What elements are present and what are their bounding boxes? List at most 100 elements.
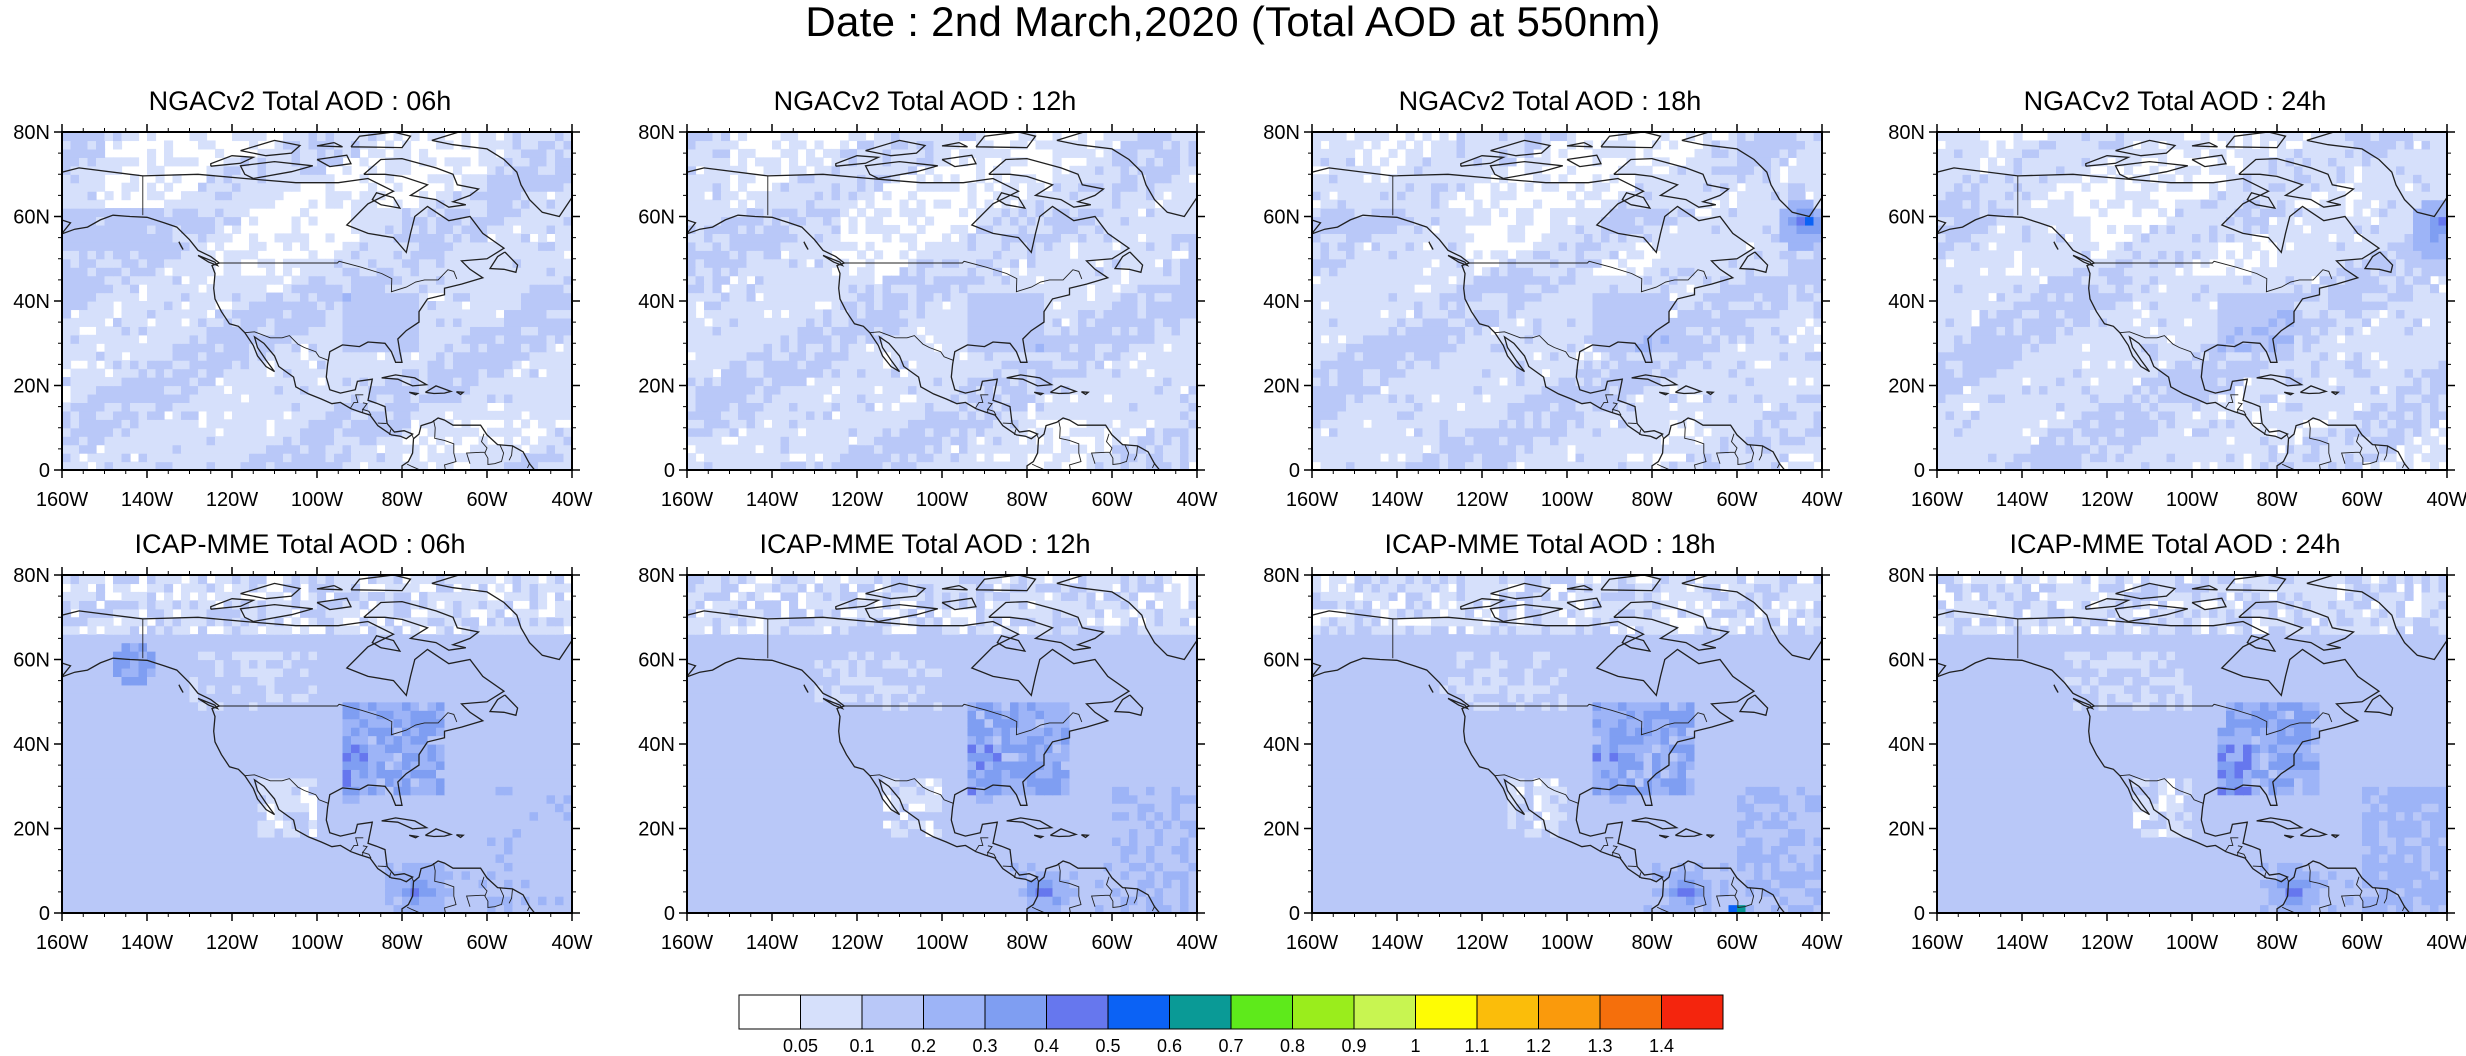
lat-tick-label: 40N: [1263, 734, 1300, 756]
aod-field: [62, 575, 572, 913]
aod-field: [687, 575, 1197, 913]
lon-tick-label: 120W: [2081, 489, 2133, 511]
coastlines: [1937, 132, 2447, 470]
colorbar-label: 1.2: [1526, 1036, 1551, 1054]
colorbar-label: 0.1: [849, 1036, 874, 1054]
colorbar-swatch: [1107, 994, 1170, 1030]
colorbar-swatch: [1230, 994, 1293, 1030]
lat-tick-label: 0: [664, 903, 675, 925]
aod-map: 80N 60N 40N 20N 0 160W 140W 120W 100W 80W 60W 40W: [638, 122, 1217, 511]
lon-tick-label: 120W: [831, 932, 883, 954]
panel-title: NGACv2 Total AOD : 18h: [1398, 86, 1702, 116]
lon-tick-label: 80W: [2256, 932, 2297, 954]
lon-tick-label: 120W: [1456, 932, 1508, 954]
lat-tick-label: 80N: [1263, 122, 1300, 144]
lon-tick-label: 80W: [381, 489, 422, 511]
colorbar-swatch: [800, 994, 863, 1030]
figure-title: Date : 2nd March,2020 (Total AOD at 550n…: [805, 0, 1661, 45]
colorbar-label: 1.3: [1587, 1036, 1612, 1054]
lat-tick-label: 20N: [638, 376, 675, 398]
aod-field: [1312, 132, 1822, 470]
lon-tick-label: 40W: [1176, 932, 1217, 954]
lat-tick-label: 60N: [638, 650, 675, 672]
lon-tick-label: 120W: [2081, 932, 2133, 954]
colorbar-swatch: [1169, 994, 1232, 1030]
lon-tick-label: 60W: [466, 489, 507, 511]
colorbar-swatch: [861, 994, 924, 1030]
lon-tick-label: 80W: [1631, 932, 1672, 954]
aod-map: 80N 60N 40N 20N 0 160W 140W 120W 100W 80W 60W 40W: [1888, 565, 2466, 954]
panel-title: ICAP-MME Total AOD : 06h: [134, 529, 466, 559]
aod-map: 80N 60N 40N 20N 0 160W 140W 120W 100W 80W 60W 40W: [638, 565, 1217, 954]
coastlines: [687, 132, 1197, 470]
lat-tick-label: 40N: [13, 734, 50, 756]
coastlines: [1937, 575, 2447, 913]
lon-tick-label: 60W: [1716, 489, 1757, 511]
lat-tick-label: 20N: [1888, 376, 1925, 398]
coastlines: [1312, 132, 1822, 470]
aod-field: [1937, 575, 2447, 913]
coastlines: [62, 132, 572, 470]
lat-tick-label: 40N: [638, 291, 675, 313]
aod-map: 80N 60N 40N 20N 0 160W 140W 120W 100W 80W 60W 40W: [1263, 565, 1842, 954]
map-panel-ngac-24: NGACv2 Total AOD : 24h 80N 60N 40N 20N 0 160W 1…: [1875, 86, 2466, 546]
lat-tick-label: 0: [1914, 460, 1925, 482]
colorbar-swatch: [923, 994, 986, 1030]
colorbar-swatch: [1046, 994, 1109, 1030]
lon-tick-label: 100W: [916, 489, 968, 511]
panel-title: NGACv2 Total AOD : 06h: [148, 86, 452, 116]
lat-tick-label: 60N: [1263, 207, 1300, 229]
lat-tick-label: 0: [664, 460, 675, 482]
lon-tick-label: 160W: [36, 489, 88, 511]
lat-tick-label: 20N: [1888, 819, 1925, 841]
lon-tick-label: 140W: [1996, 489, 2048, 511]
aod-map: 80N 60N 40N 20N 0 160W 140W 120W 100W 80W 60W 40W: [13, 565, 592, 954]
coastlines: [1312, 575, 1822, 913]
lon-tick-label: 100W: [2166, 932, 2218, 954]
lat-tick-label: 60N: [13, 207, 50, 229]
lat-tick-label: 0: [39, 903, 50, 925]
lat-tick-label: 80N: [1888, 122, 1925, 144]
colorbar-label: 0.8: [1280, 1036, 1305, 1054]
lon-tick-label: 60W: [1091, 489, 1132, 511]
map-panel-ngac-18: NGACv2 Total AOD : 18h 80N 60N 40N 20N 0 160W 1…: [1250, 86, 1850, 546]
lat-tick-label: 20N: [13, 819, 50, 841]
lat-tick-label: 40N: [13, 291, 50, 313]
map-panel-ngac-12: NGACv2 Total AOD : 12h 80N 60N 40N 20N 0 160W 1…: [625, 86, 1225, 546]
lat-tick-label: 40N: [1888, 291, 1925, 313]
lon-tick-label: 40W: [2426, 932, 2466, 954]
lat-tick-label: 20N: [1263, 376, 1300, 398]
colorbar-swatch: [1599, 994, 1662, 1030]
lon-tick-label: 160W: [36, 932, 88, 954]
lon-tick-label: 140W: [1996, 932, 2048, 954]
colorbar-swatch: [1415, 994, 1478, 1030]
panel-title: NGACv2 Total AOD : 24h: [2023, 86, 2327, 116]
aod-map: 80N 60N 40N 20N 0 160W 140W 120W 100W 80W 60W 40W: [13, 122, 592, 511]
lon-tick-label: 60W: [2341, 932, 2382, 954]
map-panel-icap-24: ICAP-MME Total AOD : 24h 80N 60N 40N 20N 0 160…: [1875, 529, 2466, 989]
lon-tick-label: 100W: [291, 932, 343, 954]
colorbar-label: 1: [1410, 1036, 1420, 1054]
colorbar-label: 0.7: [1218, 1036, 1243, 1054]
lat-tick-label: 40N: [638, 734, 675, 756]
colorbar-swatch: [1538, 994, 1601, 1030]
aod-map: 80N 60N 40N 20N 0 160W 140W 120W 100W 80W 60W 40W: [1263, 122, 1842, 511]
lon-tick-label: 60W: [1716, 932, 1757, 954]
lon-tick-label: 140W: [746, 932, 798, 954]
lat-tick-label: 20N: [1263, 819, 1300, 841]
lon-tick-label: 60W: [2341, 489, 2382, 511]
colorbar-swatch: [1292, 994, 1355, 1030]
coastlines: [62, 575, 572, 913]
lon-tick-label: 40W: [1176, 489, 1217, 511]
colorbar-label: 0.6: [1157, 1036, 1182, 1054]
lon-tick-label: 140W: [1371, 932, 1423, 954]
colorbar-label: 0.4: [1034, 1036, 1059, 1054]
lat-tick-label: 40N: [1263, 291, 1300, 313]
panel-title: ICAP-MME Total AOD : 18h: [1384, 529, 1716, 559]
lat-tick-label: 80N: [1263, 565, 1300, 587]
lat-tick-label: 60N: [1888, 207, 1925, 229]
lat-tick-label: 60N: [13, 650, 50, 672]
lat-tick-label: 20N: [638, 819, 675, 841]
lon-tick-label: 80W: [2256, 489, 2297, 511]
colorbar-swatch: [1476, 994, 1539, 1030]
